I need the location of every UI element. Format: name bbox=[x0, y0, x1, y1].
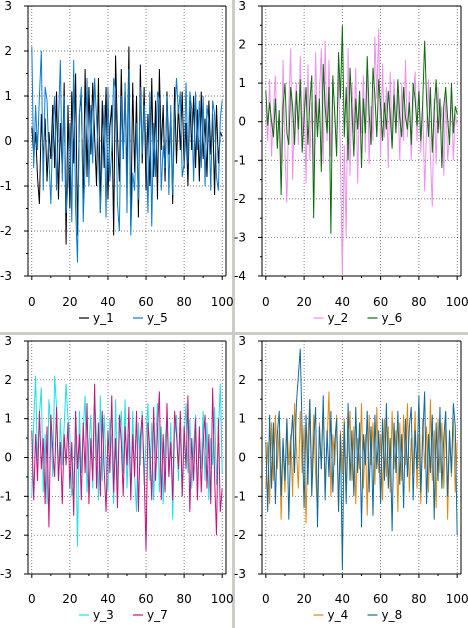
x-tick-label: 40 bbox=[100, 592, 115, 606]
y-tick-label: -4 bbox=[234, 269, 246, 283]
x-tick-label: 80 bbox=[411, 295, 426, 309]
legend-label-y-4: y_4 bbox=[328, 608, 349, 622]
legend-label-y-6: y_6 bbox=[382, 311, 403, 325]
legend-label-y-1: y_1 bbox=[93, 311, 114, 325]
y-tick-label: -2 bbox=[234, 528, 246, 542]
x-tick-label: 0 bbox=[262, 295, 270, 309]
y-tick-label: 0 bbox=[238, 451, 246, 465]
legend-label-y-2: y_2 bbox=[328, 311, 349, 325]
y-tick-label: 3 bbox=[238, 0, 246, 13]
y-tick-label: 1 bbox=[4, 89, 12, 103]
x-tick-label: 40 bbox=[335, 295, 350, 309]
y-tick-label: 3 bbox=[4, 0, 12, 13]
x-tick-label: 80 bbox=[176, 592, 191, 606]
y-tick-label: 2 bbox=[4, 373, 12, 387]
y-tick-label: 2 bbox=[238, 38, 246, 52]
x-tick-label: 0 bbox=[28, 592, 36, 606]
y-tick-label: -1 bbox=[0, 489, 12, 503]
chart-panel-1: -3 -2 -1 0 1 2 3 0 20 40 60 80 100 y_1 y_5 bbox=[0, 0, 234, 325]
y-tick-label: -3 bbox=[0, 269, 12, 283]
vertical-divider bbox=[232, 0, 235, 628]
y-tick-label: 3 bbox=[238, 334, 246, 348]
series-line-y-8 bbox=[265, 348, 458, 571]
series-line-y-6 bbox=[265, 25, 458, 234]
chart-panel-3: -3 -2 -1 0 1 2 3 0 20 40 60 80 100 y_3 y_7 bbox=[0, 334, 234, 622]
y-tick-label: -2 bbox=[0, 224, 12, 238]
x-tick-label: 80 bbox=[176, 295, 191, 309]
y-tick-label: -2 bbox=[0, 528, 12, 542]
x-tick-label: 20 bbox=[296, 295, 311, 309]
y-tick-label: -1 bbox=[234, 153, 246, 167]
y-tick-label: 0 bbox=[238, 115, 246, 129]
y-tick-label: 1 bbox=[238, 76, 246, 90]
chart-panel-4: -3 -2 -1 0 1 2 3 0 20 40 60 80 100 y_4 y_8 bbox=[234, 334, 468, 622]
x-tick-label: 60 bbox=[138, 295, 153, 309]
y-tick-label: 0 bbox=[4, 451, 12, 465]
y-tick-label: 3 bbox=[4, 334, 12, 348]
y-tick-label: 2 bbox=[4, 44, 12, 58]
x-tick-label: 40 bbox=[100, 295, 115, 309]
y-tick-label: -2 bbox=[234, 192, 246, 206]
legend-label-y-8: y_8 bbox=[382, 608, 403, 622]
x-tick-label: 20 bbox=[62, 592, 77, 606]
x-tick-label: 60 bbox=[373, 295, 388, 309]
y-tick-label: 1 bbox=[4, 412, 12, 426]
series-line-y-5 bbox=[31, 46, 223, 263]
y-tick-label: -1 bbox=[0, 179, 12, 193]
horizontal-divider bbox=[0, 332, 468, 335]
chart-panel-2: -4 -3 -2 -1 0 1 2 3 0 20 40 60 80 100 y_2 y_6 bbox=[234, 0, 468, 325]
y-tick-label: 2 bbox=[238, 373, 246, 387]
x-tick-label: 60 bbox=[138, 592, 153, 606]
x-tick-label: 100 bbox=[211, 295, 234, 309]
x-tick-label: 0 bbox=[28, 295, 36, 309]
x-tick-label: 60 bbox=[373, 592, 388, 606]
series-line-y-7 bbox=[31, 383, 223, 551]
x-tick-label: 100 bbox=[446, 295, 468, 309]
x-tick-label: 100 bbox=[211, 592, 234, 606]
y-tick-label: -3 bbox=[0, 567, 12, 581]
x-tick-label: 20 bbox=[62, 295, 77, 309]
legend-label-y-3: y_3 bbox=[93, 608, 114, 622]
x-tick-label: 100 bbox=[446, 592, 468, 606]
y-tick-label: 0 bbox=[4, 134, 12, 148]
y-tick-label: -3 bbox=[234, 230, 246, 244]
y-tick-label: -3 bbox=[234, 567, 246, 581]
y-tick-label: -1 bbox=[234, 489, 246, 503]
legend-label-y-5: y_5 bbox=[147, 311, 168, 325]
y-tick-label: 1 bbox=[238, 412, 246, 426]
x-tick-label: 0 bbox=[262, 592, 270, 606]
x-tick-label: 20 bbox=[296, 592, 311, 606]
x-tick-label: 80 bbox=[411, 592, 426, 606]
x-tick-label: 40 bbox=[335, 592, 350, 606]
legend-label-y-7: y_7 bbox=[147, 608, 168, 622]
